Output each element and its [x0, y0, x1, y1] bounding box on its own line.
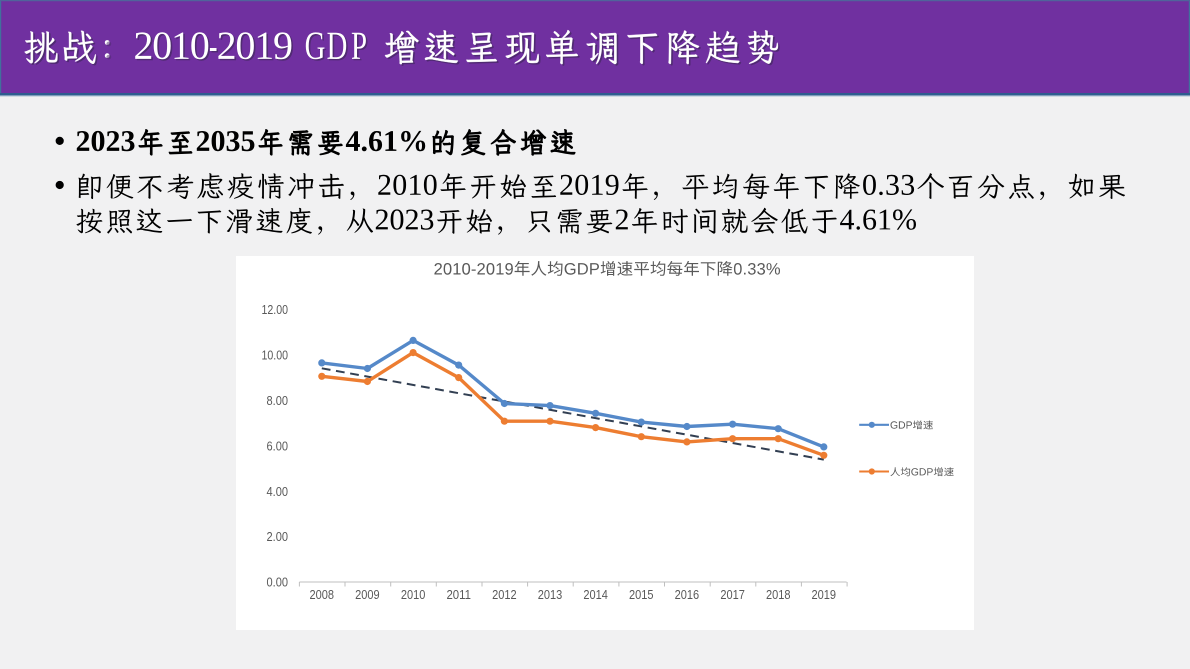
- svg-text:10.00: 10.00: [262, 348, 289, 363]
- svg-text:12.00: 12.00: [262, 302, 289, 317]
- svg-text:0.00: 0.00: [267, 575, 289, 590]
- svg-text:2010: 2010: [401, 587, 426, 602]
- svg-text:2016: 2016: [675, 587, 700, 602]
- svg-text:2.00: 2.00: [267, 529, 289, 544]
- svg-text:4.00: 4.00: [267, 484, 289, 499]
- svg-text:2019: 2019: [812, 587, 837, 602]
- svg-text:2008: 2008: [310, 587, 335, 602]
- svg-text:6.00: 6.00: [267, 438, 289, 453]
- svg-text:8.00: 8.00: [267, 393, 289, 408]
- svg-text:2017: 2017: [720, 587, 745, 602]
- svg-text:2014: 2014: [583, 587, 608, 602]
- svg-text:2013: 2013: [538, 587, 563, 602]
- svg-text:2015: 2015: [629, 587, 654, 602]
- svg-text:2018: 2018: [766, 587, 791, 602]
- svg-text:2009: 2009: [355, 587, 380, 602]
- svg-text:2011: 2011: [446, 587, 471, 602]
- svg-text:2012: 2012: [492, 587, 517, 602]
